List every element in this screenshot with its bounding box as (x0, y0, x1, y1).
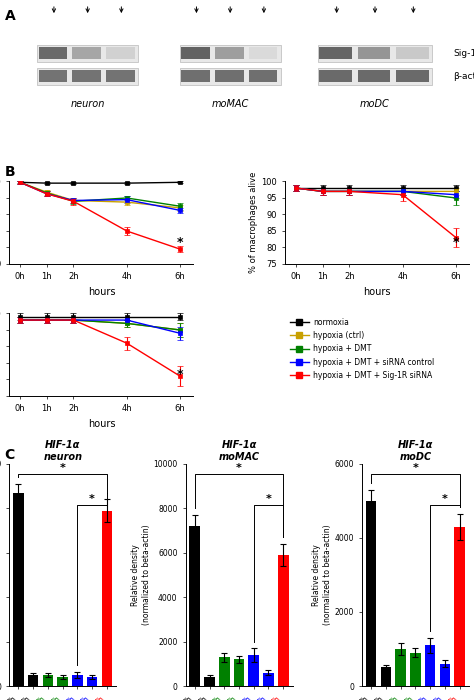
Bar (219, 657, 229, 686)
Title: HIF-1α
moDC: HIF-1α moDC (398, 440, 434, 462)
Text: *: * (60, 463, 65, 473)
Text: Sig-1R: Sig-1R (453, 49, 474, 58)
Text: *: * (453, 236, 459, 248)
Bar (249, 70, 277, 82)
Bar (318, 45, 432, 62)
Bar (37, 68, 138, 85)
Bar (190, 526, 200, 686)
Text: *: * (442, 494, 448, 504)
Bar (106, 48, 135, 60)
Bar (106, 70, 135, 82)
Bar (180, 68, 281, 85)
Y-axis label: Relative density
(normalized to beta-actin): Relative density (normalized to beta-act… (131, 524, 151, 625)
Bar (278, 555, 289, 686)
Bar (358, 48, 390, 60)
Bar (28, 675, 38, 686)
Bar (39, 48, 67, 60)
Text: *: * (89, 494, 95, 504)
Text: moDC: moDC (360, 99, 390, 108)
Title: HIF-1α
neuron: HIF-1α neuron (44, 440, 82, 462)
Text: A: A (5, 9, 16, 23)
Bar (204, 677, 215, 686)
Bar (180, 45, 281, 62)
Bar (181, 48, 210, 60)
Bar (249, 48, 277, 60)
Bar (181, 70, 210, 82)
Text: C: C (5, 448, 15, 462)
Bar (101, 510, 112, 686)
Text: *: * (236, 463, 242, 473)
Bar (396, 70, 428, 82)
Bar (319, 70, 352, 82)
Bar (72, 675, 82, 686)
Text: B: B (5, 165, 15, 179)
X-axis label: hours: hours (88, 287, 115, 297)
Bar (410, 652, 421, 686)
Y-axis label: % of macrophages alive: % of macrophages alive (249, 172, 258, 274)
Text: *: * (177, 368, 183, 381)
Bar (248, 655, 259, 686)
Bar (358, 70, 390, 82)
Bar (318, 68, 432, 85)
Bar (455, 527, 465, 686)
Bar (319, 48, 352, 60)
Bar (73, 70, 101, 82)
Bar (57, 677, 68, 686)
Bar (263, 673, 274, 686)
Text: moMAC: moMAC (211, 99, 249, 108)
Bar (366, 501, 376, 686)
Text: neuron: neuron (71, 99, 105, 108)
Bar (13, 493, 24, 686)
Text: *: * (412, 463, 419, 473)
Text: β-actin: β-actin (453, 71, 474, 80)
X-axis label: hours: hours (364, 287, 391, 297)
Title: HIF-1α
moMAC: HIF-1α moMAC (219, 440, 260, 462)
Bar (215, 48, 244, 60)
Bar (73, 48, 101, 60)
Bar (215, 70, 244, 82)
Y-axis label: Relative density
(normalized to beta-actin): Relative density (normalized to beta-act… (312, 524, 332, 625)
X-axis label: hours: hours (88, 419, 115, 429)
Text: *: * (265, 494, 272, 504)
Legend: normoxia, hypoxia (ctrl), hypoxia + DMT, hypoxia + DMT + siRNA control, hypoxia : normoxia, hypoxia (ctrl), hypoxia + DMT,… (289, 317, 435, 381)
Text: *: * (177, 236, 183, 248)
Bar (381, 668, 391, 686)
Bar (234, 659, 244, 686)
Bar (396, 48, 428, 60)
Bar (395, 649, 406, 686)
Bar (87, 677, 97, 686)
Bar (39, 70, 67, 82)
Bar (43, 675, 53, 686)
Bar (37, 45, 138, 62)
Bar (439, 664, 450, 686)
Bar (425, 645, 436, 686)
